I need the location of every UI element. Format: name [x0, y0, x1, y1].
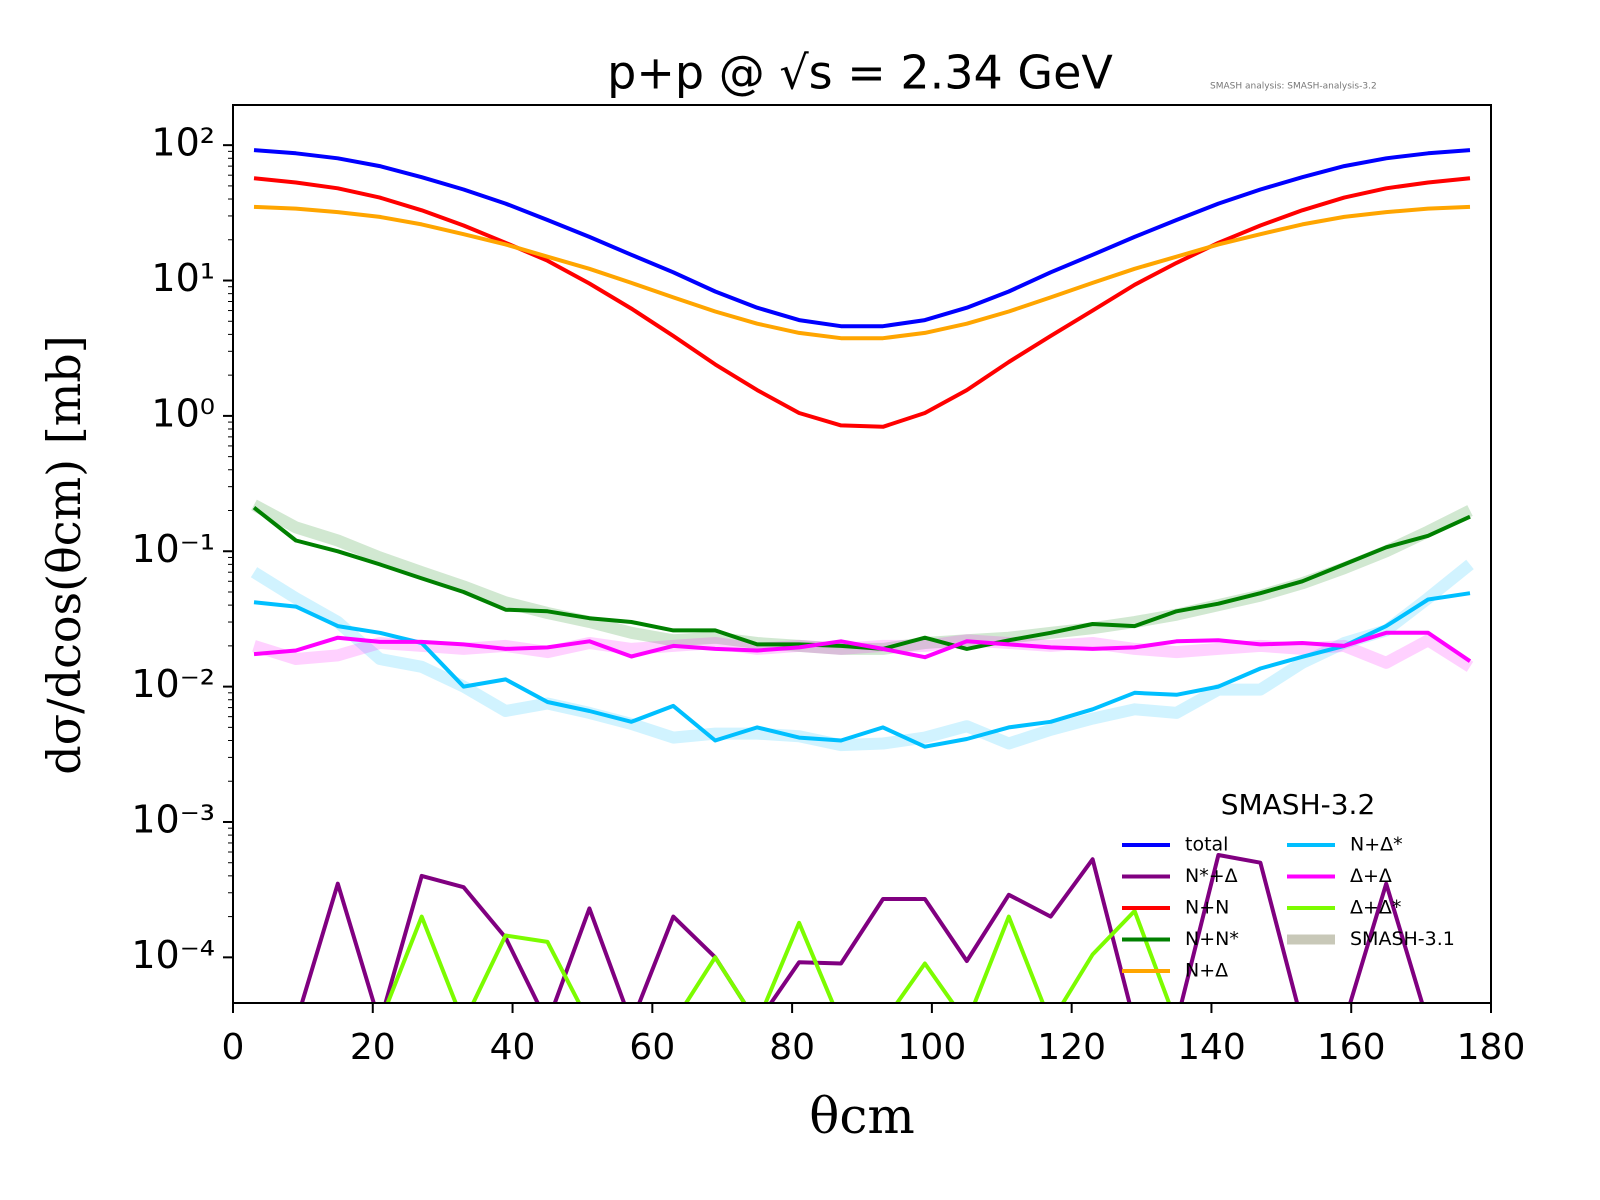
x-tick-label: 120 — [1037, 1027, 1106, 1068]
x-tick-label: 80 — [769, 1027, 815, 1068]
y-tick-label: 10⁰ — [151, 391, 215, 435]
series-line — [253, 630, 1472, 663]
x-tick-label: 60 — [629, 1027, 675, 1068]
x-tick-label: 20 — [350, 1027, 396, 1068]
y-tick-label: 10⁻¹ — [131, 527, 215, 571]
legend-label: N+Δ* — [1350, 834, 1403, 856]
reference-line — [251, 499, 1473, 655]
reference-line — [250, 559, 1474, 752]
y-tick-label: 10⁻³ — [131, 797, 215, 841]
axes-frame — [232, 104, 1492, 1004]
legend-label: N+N* — [1185, 928, 1239, 950]
y-axis-label: dσ/dcos(θcm) [mb] — [37, 335, 91, 774]
x-tick-label: 0 — [222, 1027, 245, 1068]
y-tick-label: 10⁻⁴ — [131, 933, 215, 977]
legend-title: SMASH-3.2 — [1221, 788, 1376, 821]
legend-label: total — [1185, 834, 1228, 856]
y-tick-label: 10⁻² — [131, 662, 215, 706]
plot-area — [250, 148, 1474, 1003]
x-tick-label: 40 — [490, 1027, 536, 1068]
annotation: SMASH analysis: SMASH-analysis-3.2 — [1210, 82, 1377, 92]
series-line — [299, 853, 1425, 1003]
chart-title: p+p @ √s = 2.34 GeV — [607, 46, 1113, 100]
y-tick-label: 10¹ — [151, 256, 215, 300]
y-tick-label: 10² — [151, 121, 215, 165]
series-line — [252, 506, 1471, 651]
x-tick-label: 100 — [898, 1027, 967, 1068]
legend-label: N+N — [1185, 897, 1229, 919]
series-line — [253, 204, 1471, 341]
legend-label: Δ+Δ — [1350, 865, 1392, 887]
legend-label: N*+Δ — [1185, 865, 1238, 887]
series-line — [253, 148, 1471, 329]
x-tick-label: 180 — [1457, 1027, 1526, 1068]
x-tick-label: 160 — [1317, 1027, 1386, 1068]
legend-label: SMASH-3.1 — [1350, 928, 1455, 950]
legend-label: Δ+Δ* — [1350, 897, 1401, 919]
x-axis-label: θcm — [809, 1087, 915, 1145]
series-line — [253, 176, 1471, 429]
x-tick-label: 140 — [1177, 1027, 1246, 1068]
series-line — [253, 591, 1471, 749]
legend-label: N+Δ — [1185, 960, 1228, 982]
